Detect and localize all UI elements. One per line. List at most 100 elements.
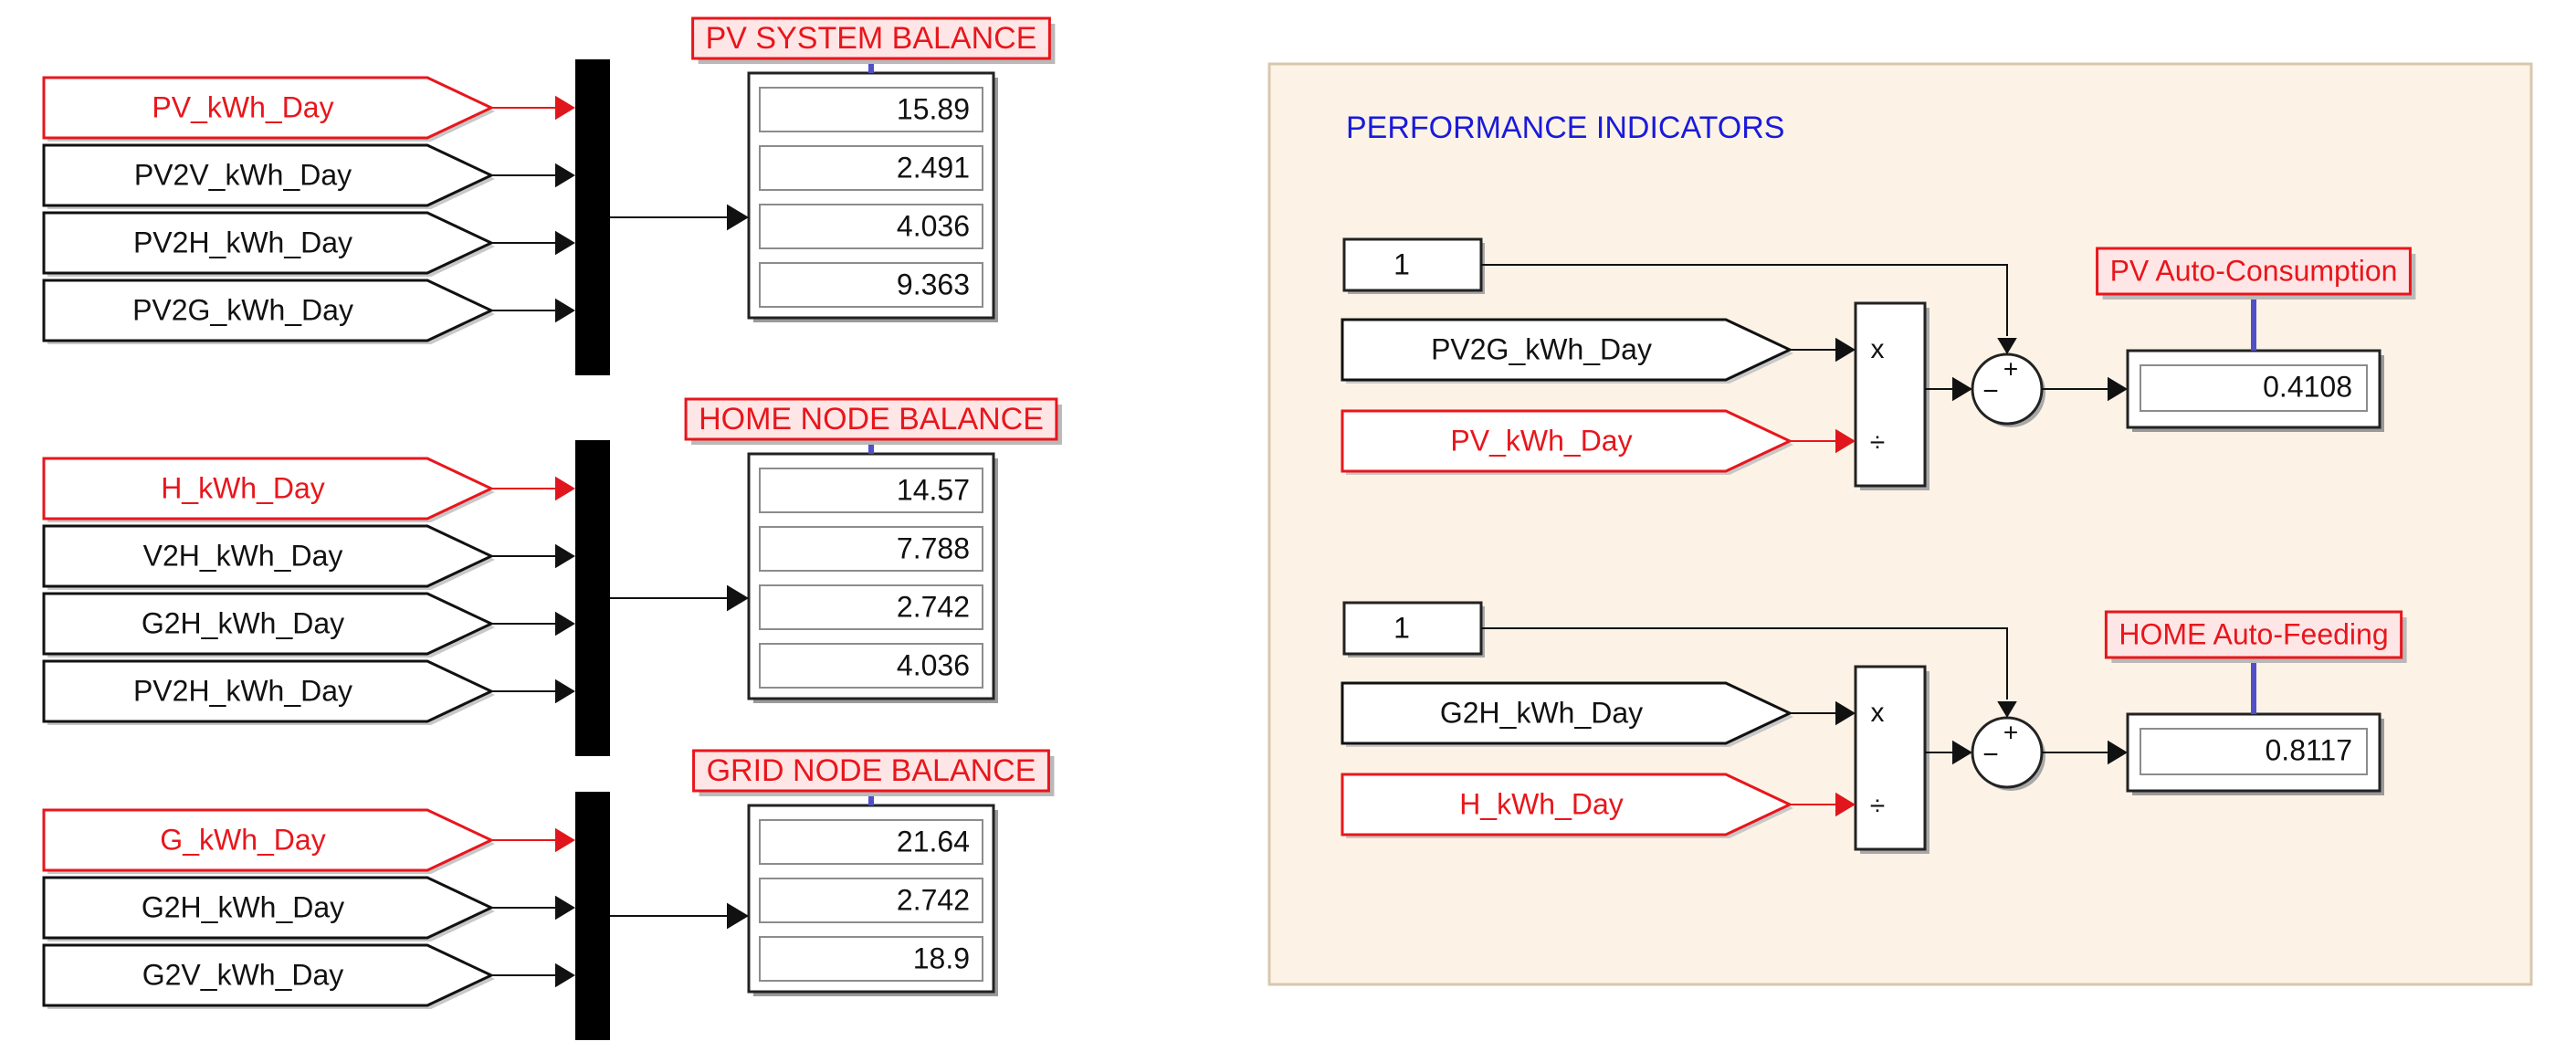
block-title-box (2096, 247, 2412, 296)
display-value: 14.57 (897, 473, 970, 506)
from-tag-0-2[interactable]: PV2H_kWh_Day (42, 211, 495, 277)
from-tag-shape (42, 808, 495, 872)
block-title-box (691, 16, 1051, 60)
product-block[interactable] (1854, 665, 1927, 851)
product-block[interactable] (1854, 301, 1927, 488)
indicator-0: 1 PV2G_kWh_Day PV_kWh_Day x ÷ +− 0.4108 PV Auto… (1341, 237, 2416, 490)
display-value: 4.036 (897, 648, 970, 681)
indicator-label-1: HOME Auto-Feeding (2104, 610, 2407, 663)
sum-sign-minus: − (1982, 376, 1999, 406)
arrowhead (2108, 376, 2128, 402)
from-tag-2-1[interactable]: G2H_kWh_Day (42, 876, 495, 942)
from-tag-label: PV_kWh_Day (1450, 424, 1632, 457)
product-op-multiply: x (1871, 334, 1885, 364)
signal-line (1481, 264, 2008, 336)
balance-group-0: PV_kWh_Day PV2V_kWh_Day PV2H_kWh_Day PV2G_k… (42, 16, 1056, 375)
arrowhead (555, 95, 575, 121)
indicator-value: 0.8117 (2266, 733, 2353, 766)
arrowhead (555, 230, 575, 256)
balance-group-1: H_kWh_Day V2H_kWh_Day G2H_kWh_Day PV2H_kWh_… (42, 397, 1062, 756)
display-block-1[interactable]: 14.57 7.788 2.742 4.036 (747, 452, 998, 703)
constant-block[interactable] (1342, 237, 1483, 292)
from-tag-1-2[interactable]: G2H_kWh_Day (42, 592, 495, 658)
display-value: 9.363 (897, 268, 970, 300)
block-title-box (2104, 610, 2403, 659)
block-title-text: GRID NODE BALANCE (707, 753, 1036, 788)
from-tag-shape (42, 876, 495, 940)
indicator-1: 1 G2H_kWh_Day H_kWh_Day x ÷ +− 0.8117 HOME Auto… (1341, 601, 2407, 854)
block-title-text: HOME NODE BALANCE (699, 402, 1044, 437)
arrowhead (1835, 792, 1856, 817)
input-tag-bottom-0[interactable]: PV_kWh_Day (1341, 409, 1793, 475)
from-tag-1-3[interactable]: PV2H_kWh_Day (42, 659, 495, 725)
mux-block[interactable] (575, 59, 610, 375)
display-field (759, 819, 983, 865)
block-title-box (684, 397, 1058, 441)
block-title-text: HOME Auto-Feeding (2119, 617, 2388, 650)
display-field (759, 526, 983, 572)
from-tag-shape (1341, 409, 1793, 473)
display-value: 2.742 (897, 883, 970, 916)
arrowhead (555, 679, 575, 704)
product-op-divide: ÷ (1870, 427, 1885, 458)
display-value: 7.788 (897, 531, 970, 564)
display-value: 15.89 (897, 92, 970, 125)
input-tag-bottom-1[interactable]: H_kWh_Day (1341, 773, 1793, 838)
from-tag-shape (42, 143, 495, 207)
from-tag-label: PV2V_kWh_Day (134, 158, 352, 191)
arrowhead (555, 298, 575, 323)
arrowhead (555, 611, 575, 636)
from-tag-2-0[interactable]: G_kWh_Day (42, 808, 495, 874)
arrowhead (1952, 376, 1972, 402)
from-tag-shape (42, 943, 495, 1007)
display-value: 2.742 (897, 590, 970, 623)
arrowhead (727, 204, 749, 231)
mux-block[interactable] (575, 440, 610, 756)
product-op-multiply: x (1871, 698, 1885, 728)
product-op-divide: ÷ (1870, 791, 1885, 821)
arrowhead (727, 584, 749, 612)
group-title-2: GRID NODE BALANCE (692, 749, 1055, 796)
from-tag-shape (1341, 773, 1793, 836)
from-tag-shape (42, 279, 495, 342)
display-field (759, 936, 983, 982)
constant-block[interactable] (1342, 601, 1483, 656)
block-title-text: PV SYSTEM BALANCE (706, 21, 1037, 56)
display-field (759, 204, 983, 249)
from-tag-label: G2H_kWh_Day (142, 890, 344, 923)
from-tag-label: PV2H_kWh_Day (133, 226, 352, 258)
display-value: 4.036 (897, 209, 970, 242)
from-tag-label: PV2G_kWh_Day (132, 293, 353, 326)
arrowhead (1835, 428, 1856, 454)
from-tag-label: G2H_kWh_Day (142, 606, 344, 639)
arrowhead (1835, 337, 1856, 363)
display-value: 21.64 (897, 825, 970, 857)
from-tag-label: H_kWh_Day (1459, 787, 1624, 820)
label-stem (2251, 296, 2256, 351)
arrowhead-down (1997, 338, 2017, 354)
arrowhead (1835, 700, 1856, 726)
from-tag-shape (42, 592, 495, 656)
group-title-1: HOME NODE BALANCE (684, 397, 1062, 445)
from-tag-0-3[interactable]: PV2G_kWh_Day (42, 279, 495, 344)
input-tag-top-0[interactable]: PV2G_kWh_Day (1341, 318, 1793, 384)
display-field (759, 878, 983, 923)
from-tag-shape (1341, 318, 1793, 382)
display-block-2[interactable]: 21.64 2.742 18.9 (747, 804, 998, 996)
arrowhead (1952, 740, 1972, 765)
from-tag-2-2[interactable]: G2V_kWh_Day (42, 943, 495, 1009)
from-tag-0-1[interactable]: PV2V_kWh_Day (42, 143, 495, 209)
arrowhead (555, 827, 575, 853)
input-tag-top-1[interactable]: G2H_kWh_Day (1341, 681, 1793, 747)
display-block-0[interactable]: 15.89 2.491 4.036 9.363 (747, 71, 998, 322)
arrowhead (555, 543, 575, 569)
mux-block[interactable] (575, 792, 610, 1040)
from-tag-1-1[interactable]: V2H_kWh_Day (42, 524, 495, 590)
from-tag-1-0[interactable]: H_kWh_Day (42, 457, 495, 522)
sum-sign-minus: − (1982, 740, 1999, 770)
from-tag-0-0[interactable]: PV_kWh_Day (42, 76, 495, 142)
from-tag-label: G2H_kWh_Day (1440, 696, 1643, 729)
from-tag-label: G_kWh_Day (160, 823, 325, 856)
block-title-text: PV Auto-Consumption (2110, 254, 2398, 287)
